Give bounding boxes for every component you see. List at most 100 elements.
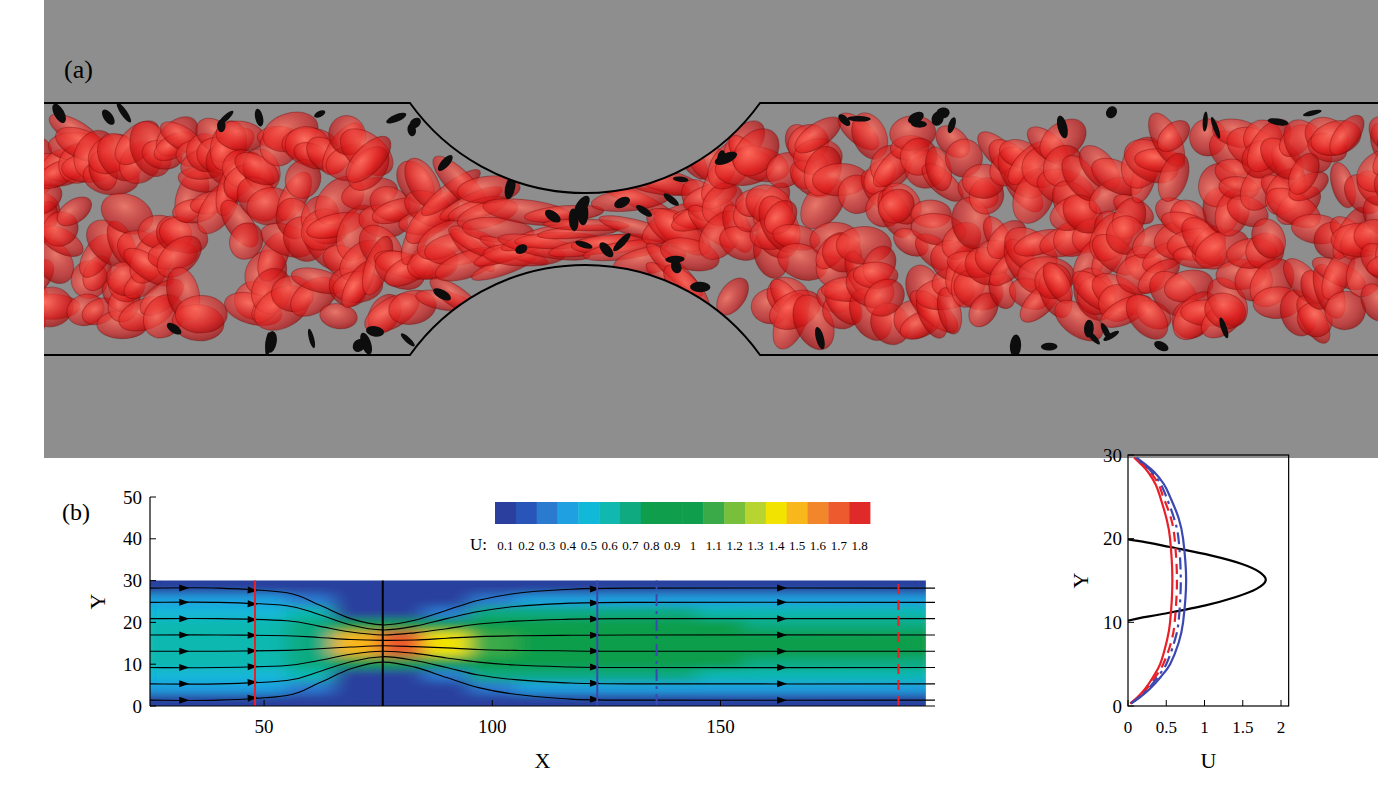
field-cell [698,681,744,694]
y-axis-title: Y [1068,572,1093,588]
platelet [571,193,593,218]
y-tick-label: 30 [1103,445,1122,466]
field-cell [241,693,287,706]
platelet [365,325,385,338]
field-cell [606,593,652,606]
field-cell [378,581,424,594]
y-tick-label: 0 [1113,696,1123,717]
platelet [431,286,453,303]
field-cell [515,643,561,656]
field-cell [469,693,515,706]
platelet [1202,111,1208,131]
panel-label: (a) [64,55,93,84]
colorbar-cell [703,502,724,524]
y-tick [1128,622,1134,623]
field-cell [515,668,561,681]
field-cell [835,656,881,669]
platelet [1104,104,1120,120]
colorbar-label: 0.2 [518,538,534,553]
profile-sections [255,581,899,706]
red-cell [1370,118,1378,177]
field-cell [789,656,835,669]
field-cell [698,631,744,644]
platelet [435,153,455,173]
field-cell [424,643,470,656]
platelet [690,282,711,293]
field-cell [469,581,515,594]
velocity-field [150,581,926,706]
colorbar-label: 0.3 [539,538,555,553]
colorbar-title: U: [470,535,487,554]
y-tick [1128,455,1134,456]
field-cell [698,618,744,631]
x-tick [1242,700,1243,706]
red-cell [1366,129,1378,182]
streamline-arrow [777,648,787,655]
streamline-arrow [179,585,189,592]
red-cell [1355,279,1378,326]
streamline [150,635,935,641]
streamline-arrow [248,616,258,623]
platelet [350,336,368,354]
panel-b: (b)0102030405050100150XY0.10.20.30.40.50… [62,487,935,774]
field-cell [287,593,333,606]
y-tick [150,538,156,539]
field-cell [515,681,561,694]
x-tick [492,700,493,706]
red-cell [1377,292,1378,353]
field-cell [606,668,652,681]
section-line [897,581,899,706]
field-cell [698,668,744,681]
x-tick-label: 0.5 [1156,718,1177,737]
field-cell [789,643,835,656]
platelet [1084,328,1101,346]
colorbar-label: 0.9 [664,538,680,553]
field-cell [789,631,835,644]
streamline-arrow [179,680,189,687]
x-tick [1128,700,1129,706]
field-cell [652,618,698,631]
field-cell [150,631,196,644]
colorbar-label: 1.6 [810,538,827,553]
platelet [1209,116,1222,139]
streamline-arrow [248,647,258,654]
colorbar-label: 1.8 [851,538,867,553]
streamline-arrow [590,680,600,687]
field-cell [652,606,698,619]
field-cell [789,606,835,619]
colorbar-cell [662,502,683,524]
platelet [929,110,945,128]
red-cell [175,295,227,333]
platelet [306,328,316,349]
platelet [574,239,593,250]
field-cell [196,581,242,594]
platelet [1102,329,1120,343]
colorbar-cell [828,502,849,524]
field-cell [561,631,607,644]
streamline-arrow [590,632,600,639]
field-cell [652,593,698,606]
colorbar-label: 1.1 [706,538,722,553]
y-tick-label: 10 [1103,612,1122,633]
panel-label: (b) [62,499,90,525]
platelet [399,332,416,348]
field-cell [880,618,926,631]
field-cell [196,593,242,606]
platelet [165,320,184,336]
profile-lines [1128,458,1266,704]
platelet [99,107,117,127]
field-cell [333,593,379,606]
colorbar-cell [599,502,620,524]
field-cell [469,593,515,606]
red-cells [3,105,1378,356]
x-tick-label: 0 [1124,718,1133,737]
red-cell [1365,248,1378,281]
platelet [1009,334,1022,357]
field-cell [606,681,652,694]
field-cell [424,693,470,706]
x-tick [720,700,721,706]
platelet [612,194,632,210]
field-cell [880,668,926,681]
field-cell [835,668,881,681]
colorbar-label: 0.5 [581,538,597,553]
